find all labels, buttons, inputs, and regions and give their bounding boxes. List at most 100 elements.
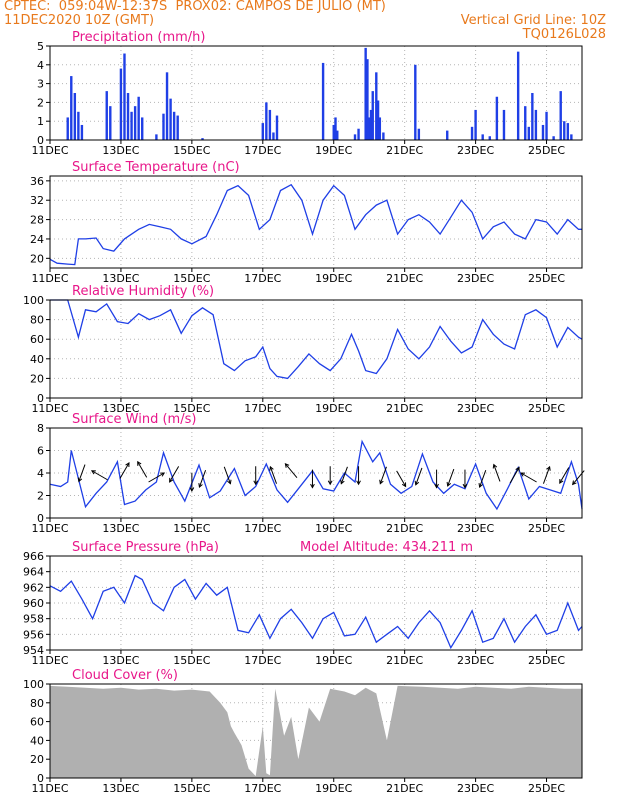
precip-bar [382,132,385,140]
wind-arrow-head [189,487,195,493]
wind-arrow [119,462,130,479]
precip-bar [172,111,176,140]
y-tick-label: 2 [37,490,44,503]
precip-bar [332,124,335,140]
wind-arrow-head [284,463,290,468]
precip-bar [130,111,133,140]
wind-arrow-shaft [137,461,148,478]
precip-bar [133,106,137,140]
x-tick-label: 21DEC [386,402,423,415]
wind-arrow-head [269,465,274,471]
x-tick-label: 19DEC [315,402,352,415]
x-tick-label: 13DEC [102,402,139,415]
wind-arrow [90,470,108,481]
precip-bar [321,62,325,140]
y-tick-label: 956 [23,628,44,641]
x-tick-label: 19DEC [315,144,352,157]
y-tick-label: 2 [37,96,44,109]
x-tick-label: 23DEC [457,272,494,285]
wind-arrow [269,465,277,484]
wind-arrow-head [446,481,452,487]
panel-title: Precipitation (mm/h) [72,30,205,45]
precip-bar [376,100,380,140]
x-tick-label: 15DEC [173,782,210,795]
x-tick-label: 11DEC [31,654,68,667]
wind-arrow-head [90,470,96,475]
y-tick-label: 40 [30,353,44,366]
series-line [49,439,583,511]
x-tick-label: 15DEC [173,272,210,285]
x-tick-label: 19DEC [315,782,352,795]
x-tick-label: 11DEC [31,782,68,795]
precip-bar [378,117,382,140]
x-tick-label: 23DEC [457,144,494,157]
precip-bar [275,115,279,140]
precip-bar [261,123,264,140]
y-tick-label: 964 [23,566,44,579]
wind-arrow-shaft [285,463,298,478]
panel-3: 0 20 40 60 80 100 11DEC 13DEC 15DEC 17DEC 19DEC 21D… [23,284,583,415]
wind-arrow [198,469,207,489]
panel-4: 0 2 4 6 8 11DEC 13DEC 15DEC 17DEC 19DEC 21DEC 23DEC… [31,412,583,535]
panel-5: 954 956 958 960 962 964 966 11DEC 13DEC 15DEC 17DE… [23,540,583,667]
header-model-code: TQ0126L028 [522,27,606,42]
header-station: CPTEC: 059:04W-12:37S PROX02: CAMPOS DE … [4,0,386,14]
wind-arrow-head [559,479,564,484]
x-tick-label: 13DEC [102,782,139,795]
cloud-cover-area [50,685,582,778]
precip-bar [105,91,108,140]
y-tick-label: 1 [37,115,44,128]
wind-arrow-head [327,480,333,486]
x-tick-label: 23DEC [457,402,494,415]
y-tick-label: 0 [37,772,44,785]
wind-arrow-shaft [572,470,585,485]
x-tick-label: 23DEC [457,522,494,535]
precip-bar [552,136,555,140]
wind-arrow [396,470,407,488]
x-tick-label: 21DEC [386,782,423,795]
x-tick-label: 23DEC [457,654,494,667]
y-tick-label: 32 [30,194,44,207]
wind-arrow-shaft [493,464,501,482]
y-tick-label: 5 [37,40,44,53]
wind-arrow-shaft [379,466,387,484]
x-tick-label: 21DEC [386,272,423,285]
wind-arrow-head [478,483,483,489]
precip-bar [516,51,520,140]
wind-arrow [327,466,333,486]
model-altitude-label: Model Altitude: 434.211 m [300,540,473,555]
header-gridline: Vertical Grid Line: 10Z [460,13,606,28]
wind-arrow-head [379,479,384,485]
precip-bar [527,126,530,140]
x-tick-label: 25DEC [528,654,565,667]
precip-bar [162,113,165,140]
x-tick-label: 25DEC [528,522,565,535]
precip-bar [368,117,371,140]
wind-arrow [542,465,551,484]
precip-bar [126,93,130,140]
wind-arrow [189,473,195,493]
wind-arrow [434,469,439,489]
wind-arrow-shaft [119,462,130,479]
y-tick-label: 962 [23,581,44,594]
precip-bar [369,109,373,140]
y-tick-label: 20 [30,372,44,385]
precip-bar [77,111,80,140]
precip-bar [165,72,169,140]
wind-arrow-head [340,479,345,485]
precip-bar [366,59,369,140]
panel-frame [49,45,583,141]
x-tick-label: 19DEC [315,654,352,667]
y-tick-label: 954 [23,644,44,657]
wind-arrow-head [434,483,439,489]
header-datetime: 11DEC2020 10Z (GMT) [4,13,155,28]
wind-arrow-head [169,477,174,483]
precip-bar [474,109,477,140]
precip-bar [534,109,538,140]
x-tick-label: 17DEC [244,654,281,667]
y-tick-label: 3 [37,78,44,91]
precip-bar [502,109,506,140]
wind-arrow-shaft [269,466,277,484]
precip-bar [364,47,367,140]
precip-bar [73,93,77,140]
